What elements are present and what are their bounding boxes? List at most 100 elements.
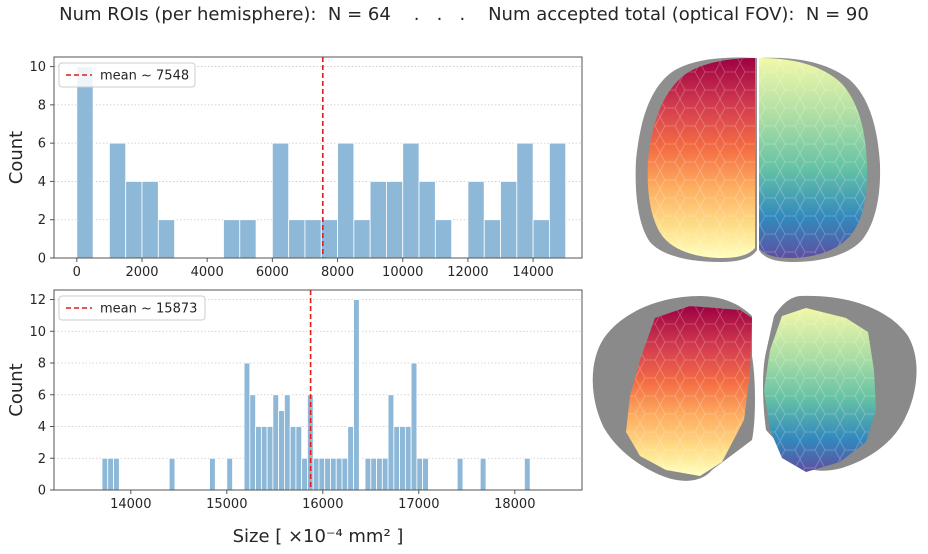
y-tick-label: 6	[38, 388, 46, 403]
y-tick-label: 8	[38, 357, 46, 372]
histogram-bar	[500, 181, 518, 259]
histogram-bar	[532, 219, 550, 259]
y-tick-label: 6	[38, 137, 46, 152]
x-tick-label: 18000	[494, 497, 535, 512]
histogram-bar	[266, 426, 274, 491]
histogram-bottom: 14000 15000 16000 17000 18000 0 2 4 6 8 10 12 Count S…	[6, 289, 583, 547]
histogram-bar	[239, 219, 257, 259]
y-tick-label: 10	[29, 60, 46, 75]
histogram-bar	[304, 219, 322, 259]
histogram-bar	[243, 362, 251, 491]
y-tick-label: 0	[38, 484, 46, 499]
histogram-bar	[418, 181, 436, 259]
x-axis-label: Size [ ×10⁻⁴ mm² ]	[233, 526, 404, 547]
histogram-bar	[404, 426, 412, 491]
histogram-bar	[549, 142, 567, 259]
histogram-bar	[456, 457, 464, 491]
histogram-bar	[341, 457, 349, 491]
legend: mean ~ 15873	[58, 295, 206, 321]
histogram-bar	[272, 394, 280, 491]
histogram-top: 0 2000 4000 6000 8000 10000 12000 14000 0 2 4 6 8 10 C…	[6, 56, 583, 280]
histogram-bar	[76, 66, 94, 259]
histogram-bar	[524, 457, 531, 491]
histogram-bar	[278, 410, 285, 491]
histogram-bar	[109, 142, 127, 259]
y-tick-label: 2	[38, 452, 46, 467]
histogram-bar	[337, 142, 355, 259]
x-tick-label: 6000	[256, 265, 289, 280]
x-tick-label: 15000	[206, 497, 247, 512]
x-tick-label: 2000	[125, 265, 158, 280]
histogram-bar	[381, 457, 389, 491]
legend-label: mean ~ 15873	[100, 302, 197, 317]
histogram-bar	[387, 394, 395, 491]
histogram-bar	[312, 457, 320, 491]
figure-title: Num ROIs (per hemisphere): N = 64 . . . …	[59, 4, 869, 25]
histogram-bar	[283, 394, 291, 491]
histogram-bar	[288, 219, 306, 259]
y-tick-label: 0	[38, 252, 46, 267]
histogram-bar	[223, 219, 241, 259]
histogram-bar	[168, 457, 176, 491]
histogram-bar	[483, 219, 501, 259]
histogram-bar	[271, 142, 290, 259]
histogram-bar	[255, 426, 262, 491]
legend: mean ~ 7548	[58, 62, 196, 88]
histogram-bar	[295, 426, 303, 491]
histogram-bar	[386, 181, 404, 259]
histogram-bar	[410, 362, 418, 491]
histogram-bar	[370, 457, 377, 491]
x-tick-label: 14000	[110, 497, 151, 512]
x-tick-label: 12000	[447, 265, 488, 280]
histogram-bar	[113, 457, 120, 491]
x-tick-label: 16000	[302, 497, 343, 512]
histogram-bar	[376, 457, 383, 491]
histogram-bar	[107, 457, 114, 491]
y-tick-label: 4	[38, 175, 46, 190]
histogram-bar	[289, 426, 297, 491]
histogram-bar	[369, 181, 387, 259]
axes-frame	[53, 289, 583, 491]
histogram-bar	[399, 426, 406, 491]
axes-frame	[53, 56, 583, 259]
histogram-bar	[125, 181, 143, 259]
y-axis-label: Count	[6, 363, 27, 416]
histogram-bar	[209, 457, 216, 491]
histogram-bar	[226, 457, 233, 491]
x-tick-label: 8000	[321, 265, 354, 280]
histogram-bar	[249, 394, 256, 491]
y-tick-label: 12	[29, 293, 46, 308]
histogram-bar	[260, 426, 268, 491]
x-tick-label: 10000	[382, 265, 423, 280]
histogram-bar	[402, 142, 420, 259]
histogram-bar	[416, 457, 424, 491]
y-tick-label: 8	[38, 98, 46, 113]
histogram-bar	[516, 142, 534, 259]
histogram-bar	[353, 219, 371, 259]
histogram-bar	[422, 457, 429, 491]
brain-map-bottom	[592, 295, 917, 481]
legend-box	[58, 295, 206, 321]
histogram-bar	[320, 219, 338, 259]
x-tick-label: 0	[73, 265, 81, 280]
histogram-bar	[318, 457, 326, 491]
histogram-bar	[364, 457, 372, 491]
histogram-bar	[157, 219, 175, 259]
histogram-bar	[393, 426, 400, 491]
histogram-bar	[101, 457, 109, 491]
y-axis-label: Count	[6, 131, 27, 184]
x-tick-label: 4000	[191, 265, 224, 280]
y-tick-label: 4	[38, 420, 46, 435]
legend-label: mean ~ 7548	[100, 69, 189, 84]
y-tick-label: 2	[38, 213, 46, 228]
histogram-bar	[347, 426, 354, 491]
histogram-bar	[301, 457, 308, 491]
histogram-bar	[335, 457, 343, 491]
brain-map-top	[635, 57, 881, 262]
histogram-bar	[434, 219, 453, 259]
histogram-bar	[141, 181, 159, 259]
histogram-bar	[330, 457, 337, 491]
plot-area	[54, 290, 582, 490]
histogram-bar	[479, 457, 487, 491]
